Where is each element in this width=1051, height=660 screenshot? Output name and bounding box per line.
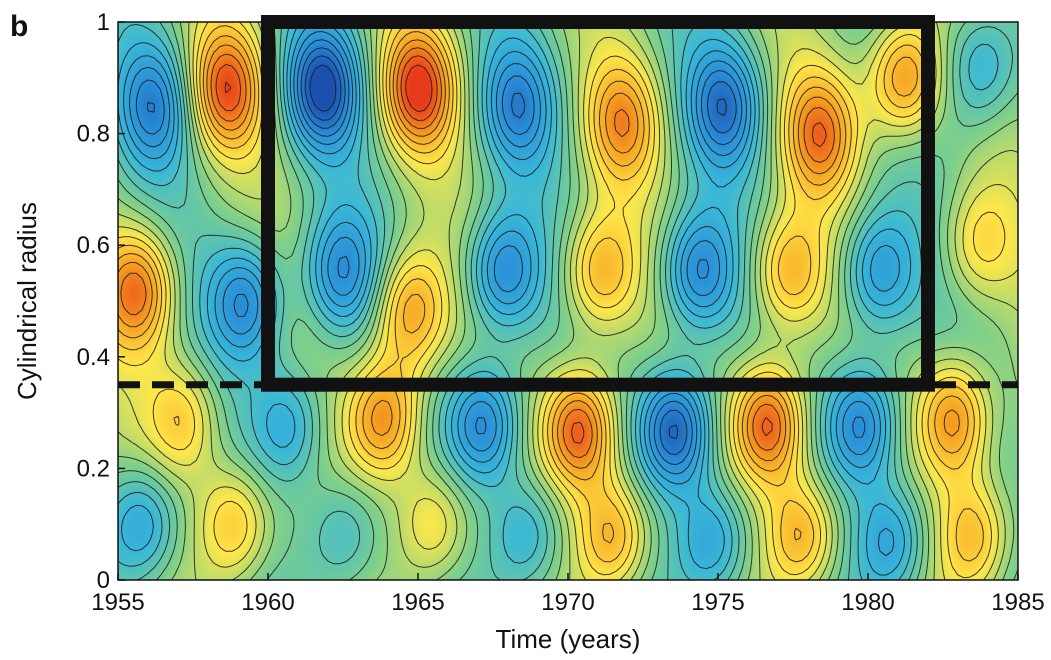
contour-level: [118, 22, 984, 563]
y-tick-label: 0.2: [77, 455, 110, 482]
y-tick-label: 0.4: [77, 344, 110, 371]
contour-level: [304, 55, 727, 439]
x-tick-label: 1960: [241, 589, 294, 616]
contour-level: [146, 47, 737, 455]
x-tick-label: 1980: [841, 589, 894, 616]
contour-level: [129, 31, 875, 475]
contour-level: [215, 55, 827, 444]
panel-label: b: [10, 10, 28, 43]
x-tick-label: 1985: [991, 589, 1044, 616]
contour-level: [120, 47, 835, 459]
x-tick-label: 1975: [691, 589, 744, 616]
contour-level: [118, 22, 1018, 580]
contour-level: [118, 22, 1006, 579]
contour-level: [118, 31, 969, 544]
heatmap-field: [118, 22, 1018, 580]
x-tick-label: 1955: [91, 589, 144, 616]
y-tick-label: 0.8: [77, 121, 110, 148]
y-tick-label: 0: [97, 567, 110, 594]
y-axis-title: Cylindrical radius: [12, 202, 42, 400]
plot-area: [118, 22, 1018, 580]
contour-level: [224, 64, 433, 113]
x-axis-title: Time (years): [496, 624, 641, 654]
contour-level: [118, 39, 960, 469]
x-tick-label: 1965: [391, 589, 444, 616]
contour-level: [118, 22, 1018, 580]
y-tick-label: 0.6: [77, 232, 110, 259]
overlay-annotations: [118, 15, 1018, 392]
contour-level: [118, 22, 1018, 580]
x-tick-label: 1970: [541, 589, 594, 616]
contour-lines: [118, 22, 1018, 580]
axis-ticks: 1955 1960 1965 1970 1975 1980 1985 0 0.2 0.4 0.6 0.…: [77, 9, 1045, 616]
contour-level: [135, 39, 866, 466]
highlight-box: [261, 15, 935, 392]
y-tick-label: 1: [97, 9, 110, 36]
contour-level: [309, 64, 337, 112]
